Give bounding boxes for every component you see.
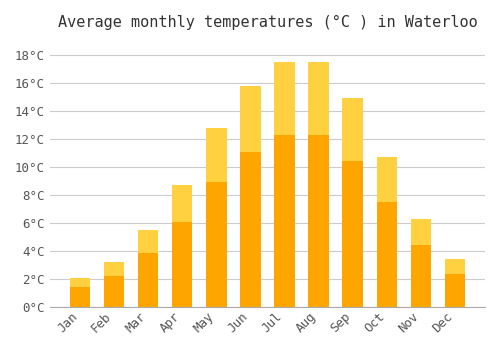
Bar [70,278,90,307]
Bar [342,98,363,307]
Bar [240,86,260,152]
Bar [445,259,465,274]
Bar [376,157,397,307]
Bar [445,259,465,307]
Bar [206,128,227,307]
Bar [274,62,294,307]
Bar [410,219,431,307]
Bar [138,230,158,307]
Bar [172,185,193,222]
Bar [376,157,397,202]
Bar [138,230,158,253]
Bar [410,219,431,245]
Bar [104,262,124,307]
Bar [308,62,329,135]
Bar [274,62,294,135]
Bar [342,98,363,161]
Bar [70,278,90,287]
Title: Average monthly temperatures (°C ) in Waterloo: Average monthly temperatures (°C ) in Wa… [58,15,478,30]
Bar [206,128,227,182]
Bar [308,62,329,307]
Bar [172,185,193,307]
Bar [104,262,124,276]
Bar [240,86,260,307]
